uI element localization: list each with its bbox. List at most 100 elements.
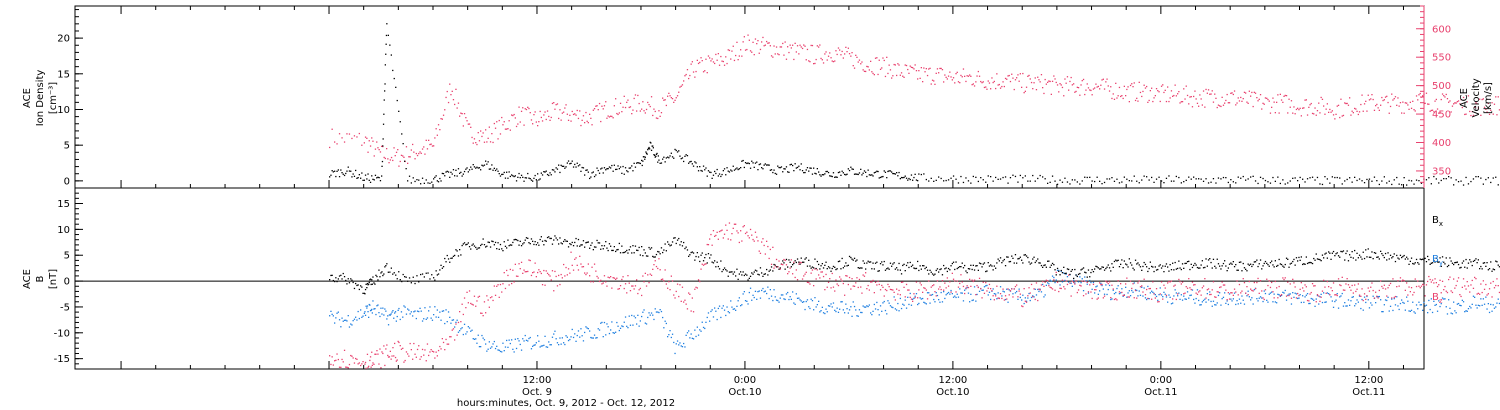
bz-point <box>804 273 806 275</box>
velocity-point <box>1330 111 1332 113</box>
bz-point <box>689 293 691 295</box>
by-point <box>945 294 947 296</box>
velocity-point <box>748 39 750 41</box>
bx-point <box>1428 259 1430 261</box>
by-point <box>1092 281 1095 284</box>
velocity-point <box>1191 106 1194 108</box>
density-point <box>920 173 922 176</box>
bx-point <box>454 254 456 257</box>
velocity-point <box>1092 88 1095 90</box>
bz-point <box>488 306 490 308</box>
bz-point <box>1055 271 1057 274</box>
bz-point <box>1268 280 1270 282</box>
velocity-point <box>508 120 510 122</box>
density-point <box>373 179 375 181</box>
bz-point <box>353 362 356 364</box>
bz-point <box>390 358 392 360</box>
by-point <box>1070 282 1072 284</box>
bx-point <box>894 268 896 270</box>
velocity-point <box>1340 98 1342 100</box>
density-point <box>334 170 336 172</box>
velocity-point <box>590 117 592 119</box>
density-point <box>371 175 373 177</box>
bz-point <box>1414 278 1416 280</box>
velocity-point <box>1492 113 1494 115</box>
bz-point <box>1027 295 1029 297</box>
bz-point <box>517 275 519 277</box>
by-point <box>456 319 458 321</box>
bx-point <box>909 261 911 264</box>
density-point <box>712 174 715 176</box>
bz-point <box>628 282 630 284</box>
bx-point <box>1314 259 1316 261</box>
bx-point <box>925 266 927 268</box>
by-point <box>904 299 906 301</box>
bz-point <box>574 258 576 260</box>
bz-point <box>1371 282 1373 284</box>
bz-point <box>951 272 953 274</box>
velocity-point <box>1037 76 1039 78</box>
by-point <box>415 317 417 320</box>
velocity-point <box>491 133 493 135</box>
density-point <box>892 172 894 175</box>
bx-point <box>1043 264 1045 267</box>
by-point <box>520 349 523 351</box>
by-point <box>753 296 755 299</box>
bx-point <box>467 242 469 244</box>
bx-point <box>920 268 922 270</box>
density-point <box>488 168 490 170</box>
bx-point <box>483 244 486 246</box>
bz-point <box>528 259 530 261</box>
density-point <box>520 174 523 176</box>
bz-point <box>1340 284 1342 287</box>
bx-point <box>372 276 374 278</box>
bx-point <box>1045 266 1047 268</box>
density-point <box>877 170 879 173</box>
by-point <box>877 309 879 311</box>
bx-point <box>1038 262 1040 264</box>
by-point <box>822 312 825 314</box>
velocity-tick-label: 550 <box>1432 53 1451 64</box>
bz-point <box>459 311 461 313</box>
velocity-point <box>425 139 427 141</box>
by-point <box>1094 292 1096 294</box>
by-point <box>960 292 962 294</box>
bz-point <box>622 276 624 278</box>
by-point <box>584 331 586 334</box>
velocity-point <box>367 151 369 153</box>
velocity-point <box>1014 79 1017 81</box>
density-point <box>778 166 780 169</box>
by-point <box>383 314 385 316</box>
density-point <box>1032 174 1034 177</box>
bz-point <box>814 268 816 270</box>
bz-point <box>715 234 717 237</box>
bz-point <box>1282 277 1284 279</box>
bx-point <box>504 245 507 247</box>
bx-point <box>796 258 799 260</box>
bx-point <box>626 249 628 252</box>
velocity-point <box>1397 97 1399 99</box>
bz-point <box>636 279 638 281</box>
density-point <box>1393 179 1395 181</box>
density-point <box>386 23 388 25</box>
velocity-point <box>999 87 1002 89</box>
by-point <box>821 306 823 308</box>
bx-point <box>1285 257 1288 259</box>
by-point <box>504 346 507 348</box>
velocity-point <box>628 106 630 109</box>
density-point <box>404 160 406 162</box>
bx-point <box>1257 265 1259 268</box>
bx-point <box>383 273 385 275</box>
velocity-point <box>692 71 695 73</box>
velocity-point <box>855 54 857 56</box>
by-point <box>696 326 698 328</box>
velocity-point <box>717 53 719 55</box>
density-point <box>762 168 764 170</box>
bx-point <box>862 260 864 262</box>
velocity-point <box>1172 95 1174 97</box>
density-point <box>1232 181 1234 183</box>
bx-point <box>1451 262 1454 264</box>
bz-point <box>331 356 333 358</box>
bx-point <box>933 274 935 276</box>
velocity-point <box>1425 92 1428 94</box>
